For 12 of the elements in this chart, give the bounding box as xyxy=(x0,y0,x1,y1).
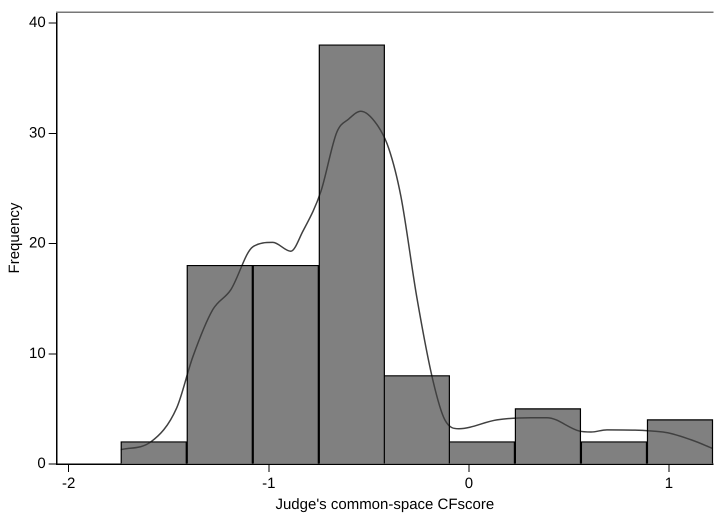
y-tick-label: 0 xyxy=(37,455,46,472)
y-tick-label: 40 xyxy=(28,14,46,32)
x-tick-label: -1 xyxy=(262,475,276,492)
y-tick-label: 30 xyxy=(28,124,46,142)
x-tick-label: 1 xyxy=(664,475,674,492)
x-tick-label: 0 xyxy=(464,475,474,492)
x-axis-title: Judge's common-space CFscore xyxy=(275,496,494,514)
y-axis-title: Frequency xyxy=(6,202,24,274)
line-series xyxy=(120,110,713,450)
y-tick-label: 10 xyxy=(28,344,46,362)
x-tick-label: -2 xyxy=(62,475,76,492)
y-tick-label: 20 xyxy=(28,234,46,252)
